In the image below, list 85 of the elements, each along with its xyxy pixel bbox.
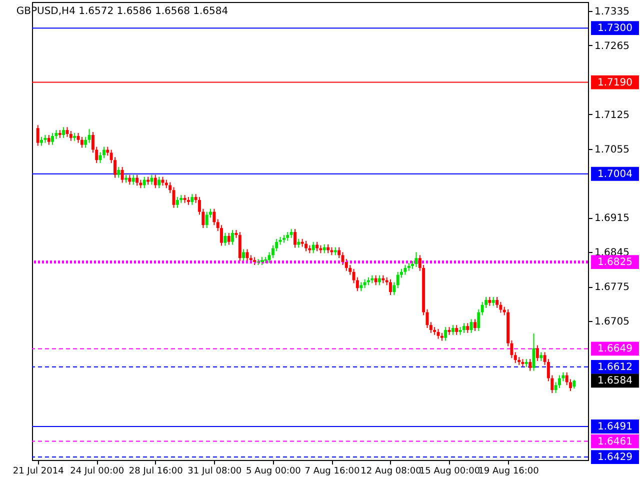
x-tick-label: 15 Aug 00:00 bbox=[419, 466, 480, 476]
candlestick bbox=[462, 322, 466, 334]
ref-line-label: 1.6612 bbox=[598, 362, 632, 373]
candlestick bbox=[480, 301, 484, 316]
y-tick-label: 1.7055 bbox=[594, 144, 630, 156]
x-tick-label: 24 Jul 00:00 bbox=[70, 466, 124, 476]
candlestick bbox=[142, 176, 146, 189]
candlestick bbox=[304, 240, 308, 252]
candlestick bbox=[136, 174, 139, 186]
ref-line-label: 1.6461 bbox=[598, 436, 632, 448]
x-tick-label: 7 Aug 16:00 bbox=[304, 466, 360, 476]
x-tick-label: 21 Jul 2014 bbox=[12, 466, 64, 476]
candlestick bbox=[205, 211, 208, 229]
candlestick bbox=[404, 264, 407, 276]
y-tick-label: 1.7335 bbox=[594, 6, 630, 18]
candlestick bbox=[470, 318, 473, 334]
candlestick bbox=[88, 128, 91, 144]
ref-line-label: 1.7190 bbox=[598, 77, 632, 88]
ref-line-label: 1.6825 bbox=[598, 257, 632, 268]
candlestick bbox=[388, 278, 392, 296]
y-tick-label: 1.6915 bbox=[594, 213, 630, 224]
candlestick bbox=[212, 208, 216, 226]
candlestick bbox=[102, 146, 106, 159]
ref-line-label: 1.7004 bbox=[598, 168, 632, 180]
candlestick bbox=[238, 231, 242, 262]
candlestick bbox=[536, 344, 539, 362]
candlestick bbox=[36, 124, 40, 146]
candlestick bbox=[132, 174, 135, 186]
candlestick bbox=[69, 130, 72, 142]
candlestick bbox=[429, 322, 432, 334]
candlestick bbox=[51, 132, 54, 146]
candlestick bbox=[224, 232, 227, 246]
x-tick-label: 12 Aug 08:00 bbox=[360, 466, 422, 476]
ref-line-label: 1.7300 bbox=[598, 23, 632, 34]
candlestick bbox=[499, 301, 502, 314]
candlestick bbox=[451, 324, 454, 336]
candlestick bbox=[76, 132, 80, 144]
y-tick-label: 1.6705 bbox=[594, 316, 630, 328]
candlestick bbox=[176, 196, 179, 208]
candlestick bbox=[477, 308, 480, 332]
candlestick bbox=[231, 230, 234, 246]
candlestick bbox=[128, 174, 132, 186]
candlestick bbox=[80, 136, 84, 148]
candlestick bbox=[158, 176, 161, 189]
x-tick-label: 28 Jul 16:00 bbox=[128, 466, 184, 476]
candlestick bbox=[396, 271, 400, 289]
ref-line-label: 1.6429 bbox=[598, 452, 632, 464]
candlestick bbox=[154, 174, 157, 189]
candlestick bbox=[150, 174, 154, 186]
text: 1.6584 bbox=[598, 376, 632, 387]
candlestick bbox=[466, 322, 470, 334]
candlestick bbox=[84, 136, 88, 148]
candlestick bbox=[436, 328, 440, 340]
candlestick bbox=[312, 241, 315, 254]
candlestick bbox=[455, 324, 458, 336]
ref-line-label: 1.6491 bbox=[598, 422, 632, 433]
candlestick bbox=[62, 126, 66, 138]
candlestick bbox=[444, 326, 448, 342]
candlestick bbox=[120, 166, 124, 184]
candlestick bbox=[392, 282, 396, 296]
candlestick bbox=[117, 166, 120, 178]
x-tick-label: 19 Aug 16:00 bbox=[478, 466, 540, 476]
candlestick bbox=[168, 182, 172, 194]
candlestick bbox=[172, 186, 176, 208]
candlestick bbox=[532, 332, 536, 372]
candlestick bbox=[473, 318, 476, 332]
candlestick bbox=[528, 358, 532, 372]
candlestick bbox=[293, 228, 296, 248]
candlestick bbox=[344, 258, 348, 272]
ref-line-label: 1.6649 bbox=[598, 344, 632, 355]
candlestick bbox=[242, 248, 246, 262]
y-tick-label: 1.6775 bbox=[594, 282, 630, 294]
candlestick bbox=[47, 134, 50, 146]
y-tick-label: 1.7125 bbox=[594, 110, 630, 121]
candlestick bbox=[246, 248, 249, 262]
candlestick bbox=[227, 232, 230, 246]
y-tick-label: 1.7265 bbox=[594, 40, 630, 52]
candlestick bbox=[341, 252, 344, 266]
candlestick bbox=[66, 126, 69, 138]
candlestick bbox=[558, 374, 561, 389]
candlestick bbox=[414, 252, 418, 268]
x-tick-label: 31 Jul 08:00 bbox=[188, 466, 242, 476]
candlestick bbox=[190, 194, 194, 206]
x-tick-label: 5 Aug 00:00 bbox=[246, 466, 302, 476]
candlestick bbox=[514, 352, 517, 364]
